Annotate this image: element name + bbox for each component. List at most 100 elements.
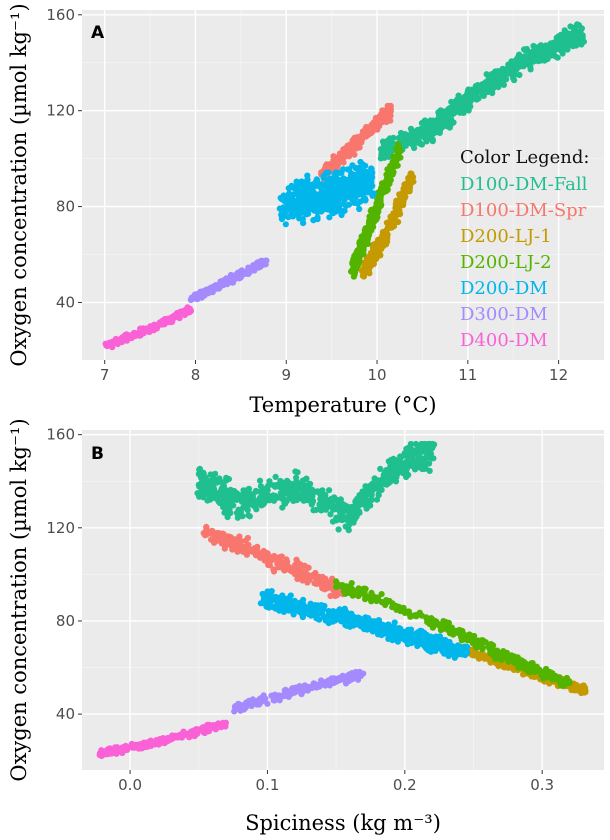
data-point — [342, 590, 349, 597]
data-point — [487, 641, 495, 648]
data-point — [566, 34, 573, 41]
data-point — [314, 488, 321, 495]
data-point — [379, 479, 387, 487]
data-point — [351, 151, 358, 158]
data-point — [367, 217, 374, 224]
data-point — [358, 238, 365, 245]
data-point — [535, 51, 542, 58]
data-point — [323, 201, 330, 208]
data-point — [362, 493, 369, 500]
data-point — [349, 139, 356, 146]
data-point — [234, 514, 241, 521]
data-point — [246, 513, 253, 520]
data-point — [404, 183, 411, 191]
data-point — [389, 600, 396, 607]
data-point — [204, 480, 211, 487]
data-point — [420, 639, 427, 646]
data-point — [326, 192, 333, 199]
data-point — [382, 598, 389, 606]
data-point — [300, 568, 307, 575]
legend-entry-d400-dm: D400-DM — [460, 330, 548, 351]
data-point — [367, 250, 374, 257]
data-point — [457, 647, 464, 654]
data-point — [293, 479, 300, 486]
data-point — [292, 468, 299, 475]
data-point — [395, 635, 402, 642]
data-point — [404, 188, 411, 195]
data-point — [378, 152, 385, 159]
y-tick-label: 40 — [56, 293, 75, 311]
x-tick-label: 8 — [191, 366, 201, 384]
data-point — [410, 612, 418, 619]
data-point — [263, 603, 270, 610]
data-point — [325, 580, 332, 587]
data-point — [301, 200, 308, 207]
data-point — [359, 233, 366, 240]
data-point — [270, 496, 277, 503]
data-point — [489, 652, 496, 659]
data-point — [198, 480, 205, 487]
data-point — [427, 125, 434, 132]
legend-entry-d300-dm: D300-DM — [460, 304, 548, 325]
data-point — [352, 145, 359, 152]
data-point — [256, 477, 264, 484]
data-point — [427, 444, 434, 451]
data-point — [523, 53, 530, 60]
data-point — [354, 495, 361, 502]
data-point — [344, 583, 351, 590]
plot-area-b — [82, 430, 604, 770]
data-point — [346, 671, 353, 678]
data-point — [316, 616, 323, 623]
data-point — [259, 590, 266, 598]
data-point — [278, 553, 285, 560]
data-point — [330, 679, 337, 687]
data-point — [439, 636, 446, 644]
data-point — [360, 270, 367, 277]
data-point — [318, 602, 325, 609]
data-point — [338, 169, 345, 176]
data-point — [333, 496, 340, 503]
data-point — [334, 188, 341, 195]
data-point — [282, 686, 289, 693]
data-point — [279, 562, 286, 569]
data-point — [290, 207, 297, 214]
data-point — [291, 597, 298, 605]
data-point — [256, 494, 264, 501]
data-point — [402, 636, 409, 644]
data-point — [184, 306, 191, 313]
data-point — [469, 640, 476, 647]
data-point — [320, 172, 327, 180]
legend-entry-d100-dm-spr: D100-DM-Spr — [460, 200, 587, 221]
data-point — [374, 477, 381, 484]
data-point — [517, 662, 524, 669]
x-tick-label: 7 — [100, 366, 110, 384]
y-tick-label: 160 — [46, 6, 75, 24]
data-point — [529, 660, 536, 667]
data-point — [581, 687, 588, 694]
data-point — [202, 528, 209, 535]
series-d100-dm-spr-a — [318, 102, 394, 185]
data-point — [404, 446, 411, 453]
x-tick-label: 10 — [367, 366, 386, 384]
data-point — [472, 95, 479, 102]
data-point — [254, 543, 261, 550]
data-point — [310, 197, 318, 204]
data-point — [237, 704, 244, 711]
data-point — [418, 440, 425, 448]
data-point — [280, 192, 287, 199]
data-point — [356, 205, 363, 213]
data-point — [225, 533, 232, 540]
series-d200-lj-2-b — [333, 578, 573, 690]
data-point — [384, 146, 391, 153]
data-point — [313, 681, 320, 688]
data-point — [416, 452, 423, 459]
data-point — [323, 164, 330, 171]
data-point — [277, 480, 284, 487]
data-point — [550, 674, 557, 681]
data-point — [383, 107, 390, 114]
data-point — [298, 486, 305, 493]
data-point — [297, 185, 304, 192]
data-point — [313, 176, 320, 183]
data-point — [283, 692, 290, 699]
